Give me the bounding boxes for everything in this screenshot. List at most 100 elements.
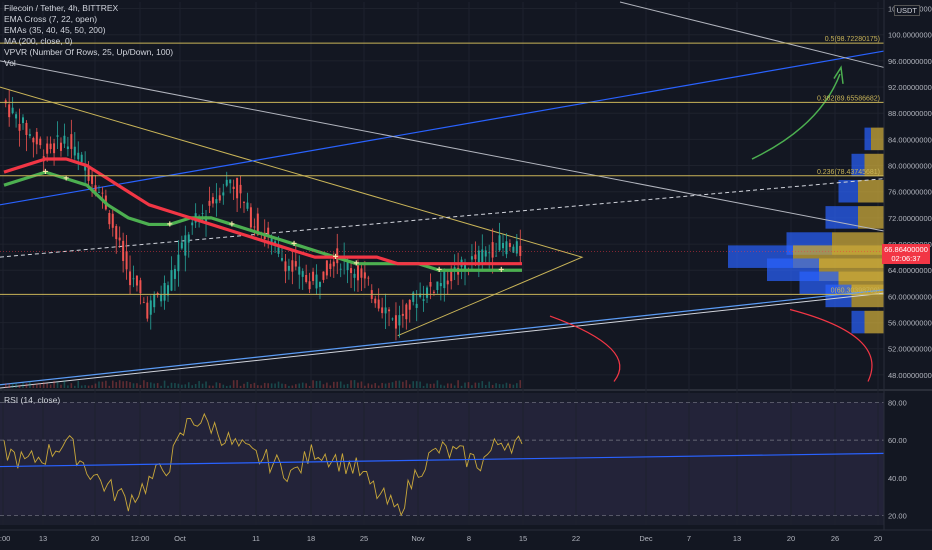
rsi-band (0, 402, 884, 516)
candle-body (132, 278, 135, 280)
legend-title[interactable]: Filecoin / Tether, 4h, BITTREX (4, 3, 119, 13)
volume-bar (298, 383, 301, 388)
volume-bar (15, 383, 17, 388)
volume-bar (498, 384, 501, 388)
candle-body (381, 307, 384, 314)
candle-body (59, 142, 62, 151)
candle-body (11, 107, 14, 114)
volume-bar (346, 383, 349, 388)
cross-marker: + (498, 265, 504, 276)
volume-bar (56, 382, 59, 388)
volume-bar (167, 385, 169, 388)
fib-levels[interactable]: 0.5(98.72280175) 0.382(89.65586682) 0.236(… (0, 36, 884, 295)
rsi-pane[interactable]: 80.00 60.00 40.00 20.00 (0, 398, 907, 521)
candle-body (519, 245, 522, 256)
volume-bar (433, 383, 435, 388)
candle-body (512, 246, 515, 253)
rsi-tick-label: 80.00 (888, 398, 907, 407)
volume-bar (111, 380, 114, 388)
legend-item-vpvr[interactable]: VPVR (Number Of Rows, 25, Up/Down, 100) (4, 47, 174, 57)
candle-body (408, 299, 411, 310)
volume-bar (98, 381, 100, 388)
volume-bar (274, 383, 276, 388)
vpvr-down-bar (871, 127, 884, 151)
candle-body (360, 268, 363, 278)
volume-bar (143, 380, 145, 388)
legend-item-ema-cross[interactable]: EMA Cross (7, 22, open) (4, 14, 98, 24)
candle-body (135, 275, 138, 286)
volume-bar (381, 382, 383, 388)
volume-bar (415, 381, 418, 388)
volume-bar (426, 383, 428, 388)
x-tick-label: 7 (687, 534, 691, 543)
x-tick-label: 20 (874, 534, 882, 543)
legend-item-ma[interactable]: MA (200, close, 0) (4, 36, 73, 46)
volume-bar (339, 381, 342, 388)
candle-body (398, 315, 401, 326)
volume-bar (398, 380, 401, 388)
candle-body (232, 186, 235, 190)
volume-bar (388, 382, 390, 388)
cross-marker: + (333, 252, 339, 263)
volume-bar (80, 385, 83, 388)
ema-series: + + + + + + + + + (0, 157, 884, 276)
candle-body (391, 318, 394, 320)
volume-bar (353, 380, 356, 388)
candle-body (439, 283, 442, 287)
x-tick-label: 2:00 (0, 534, 10, 543)
volume-bar (149, 382, 152, 388)
candle-body (419, 293, 422, 297)
volume-bar (288, 385, 290, 388)
rsi-legend[interactable]: RSI (14, close) (4, 395, 61, 405)
vpvr-down-bar (864, 310, 884, 334)
x-tick-label: 22 (572, 534, 580, 543)
candle-body (246, 202, 249, 209)
volume-bar (260, 385, 263, 388)
volume-bar (94, 383, 97, 388)
candle-body (236, 177, 239, 199)
candle-body (84, 164, 87, 171)
y-tick-label: 80.00000000 (888, 162, 932, 171)
volume-bar (291, 385, 294, 388)
volume-bar (395, 380, 397, 388)
candle-body (18, 123, 21, 131)
volume-bar (42, 382, 45, 388)
x-tick-label: 12:00 (131, 534, 150, 543)
volume-bar (512, 384, 515, 388)
volume-bar (443, 385, 446, 388)
legend-item-emas[interactable]: EMAs (35, 40, 45, 50, 200) (4, 25, 106, 35)
volume-bar (284, 384, 287, 388)
volume-bar (270, 383, 273, 388)
rsi-tick-label: 60.00 (888, 436, 907, 445)
currency-button[interactable]: USDT (893, 5, 920, 16)
candle-body (153, 294, 156, 308)
volume-bar (208, 385, 211, 388)
candle-body (284, 261, 287, 272)
candle-body (167, 285, 170, 296)
legend-item-vol[interactable]: Vol (4, 58, 16, 68)
candle-body (443, 269, 446, 289)
volume-bar (84, 385, 86, 388)
candle-body (374, 298, 377, 304)
volume-bar (67, 385, 69, 388)
y-tick-label: 64.00000000 (888, 266, 932, 275)
volume-bar (187, 382, 190, 388)
candle-body (170, 270, 173, 291)
candle-body (277, 247, 280, 254)
volume-bar (412, 381, 415, 388)
y-tick-label: 76.00000000 (888, 188, 932, 197)
volume-bar (312, 380, 314, 388)
rsi-tick-label: 20.00 (888, 512, 907, 521)
volume-bar (225, 385, 228, 388)
trend-drawings[interactable] (0, 1, 885, 389)
dashed-trend (0, 178, 885, 258)
volume-bar (229, 385, 231, 388)
candle-body (505, 241, 508, 255)
candle-body (339, 268, 342, 270)
channel-line-bottom (0, 289, 885, 386)
candle-body (173, 268, 176, 279)
cross-marker: + (167, 219, 173, 230)
candle-body (49, 143, 52, 150)
x-tick-label: 20 (91, 534, 99, 543)
